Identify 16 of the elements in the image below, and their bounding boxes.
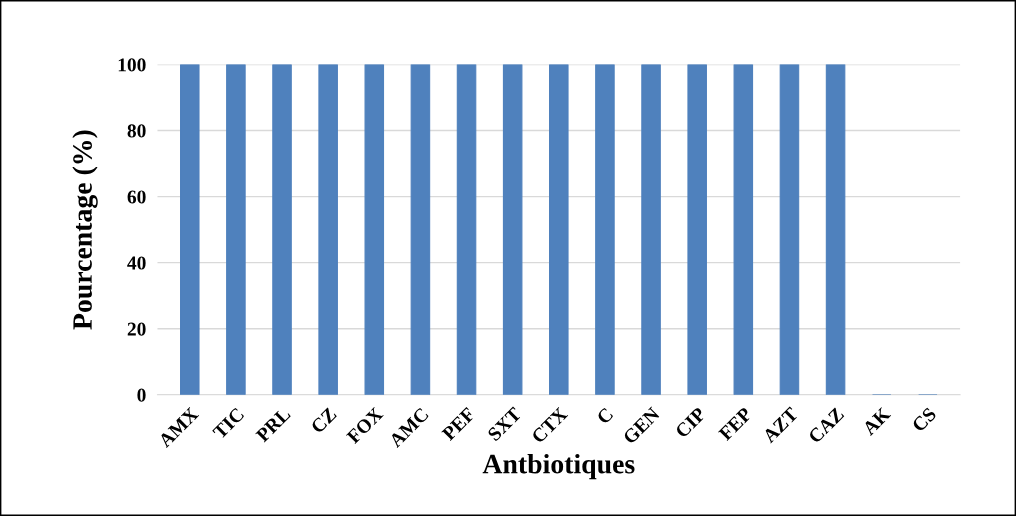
x-tick-label: PRL <box>255 406 291 443</box>
y-tick-label: 20 <box>127 322 146 336</box>
x-tick-label: AK <box>861 406 892 436</box>
x-tick-label: CS <box>911 406 937 433</box>
x-tick-label: C <box>596 407 614 425</box>
x-axis-title: Antbiotiques <box>482 453 635 480</box>
y-axis-title: Pourcentage (%) <box>72 130 98 330</box>
x-tick-label: FEP <box>718 406 753 442</box>
y-tick-label: 80 <box>127 124 146 138</box>
y-tick-label: 100 <box>118 58 146 72</box>
y-tick-label: 60 <box>127 190 146 204</box>
x-tick-label: TIC <box>212 407 245 440</box>
x-tick-label: CZ <box>310 406 338 434</box>
y-tick-label: 40 <box>127 256 146 270</box>
y-tick-label: 0 <box>137 388 146 402</box>
x-tick-label: CIP <box>674 406 707 439</box>
